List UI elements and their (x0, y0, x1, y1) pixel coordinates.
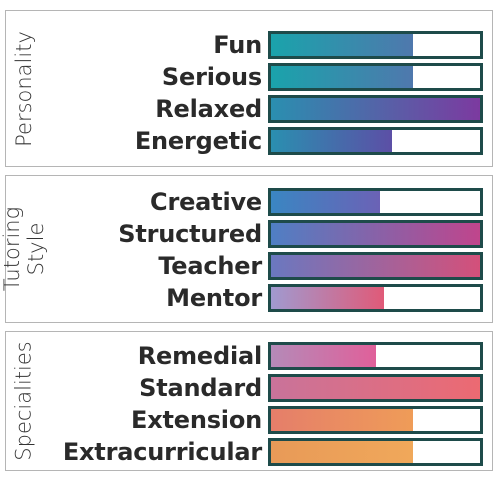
bar-track (268, 406, 483, 434)
bar-label: Mentor (166, 284, 262, 312)
bar-row: Extension (6, 406, 492, 434)
bar-label: Extracurricular (62, 438, 262, 466)
bar-fill (271, 34, 413, 56)
bar-track (268, 63, 483, 91)
group-panel: Specialities Remedial Standard Extension Ext… (5, 331, 493, 471)
bar-fill (271, 255, 480, 277)
bar-track (268, 31, 483, 59)
bar-fill (271, 98, 480, 120)
bar-track (268, 95, 483, 123)
bar-row: Creative (6, 188, 492, 216)
bar-track (268, 127, 483, 155)
bar-row: Structured (6, 220, 492, 248)
bar-row: Fun (6, 31, 492, 59)
bar-label: Relaxed (155, 95, 262, 123)
bar-label: Energetic (134, 127, 262, 155)
bar-label: Teacher (158, 252, 262, 280)
bar-fill (271, 66, 413, 88)
bar-row: Serious (6, 63, 492, 91)
bar-row: Mentor (6, 284, 492, 312)
bar-label: Structured (118, 220, 262, 248)
bar-track (268, 188, 483, 216)
group-panel: Personality Fun Serious Relaxed Energetic (5, 10, 493, 167)
bar-fill (271, 441, 413, 463)
bar-label: Creative (150, 188, 262, 216)
bar-row: Relaxed (6, 95, 492, 123)
bar-track (268, 220, 483, 248)
group-panel: Tutoring Style Creative Structured Teacher M… (0, 175, 493, 323)
bar-fill (271, 223, 480, 245)
bar-fill (271, 409, 413, 431)
bar-fill (271, 377, 480, 399)
bar-label: Serious (161, 63, 262, 91)
bar-fill (271, 130, 392, 152)
bar-fill (271, 345, 376, 367)
bar-track (268, 284, 483, 312)
bar-track (268, 342, 483, 370)
bar-row: Teacher (6, 252, 492, 280)
bar-row: Extracurricular (6, 438, 492, 466)
bar-fill (271, 287, 384, 309)
bar-label: Fun (213, 31, 262, 59)
bar-track (268, 374, 483, 402)
bar-row: Remedial (6, 342, 492, 370)
bar-track (268, 438, 483, 466)
bar-fill (271, 191, 380, 213)
bar-label: Extension (131, 406, 262, 434)
bar-row: Standard (6, 374, 492, 402)
bar-track (268, 252, 483, 280)
bar-label: Standard (139, 374, 262, 402)
bar-row: Energetic (6, 127, 492, 155)
bar-label: Remedial (137, 342, 262, 370)
